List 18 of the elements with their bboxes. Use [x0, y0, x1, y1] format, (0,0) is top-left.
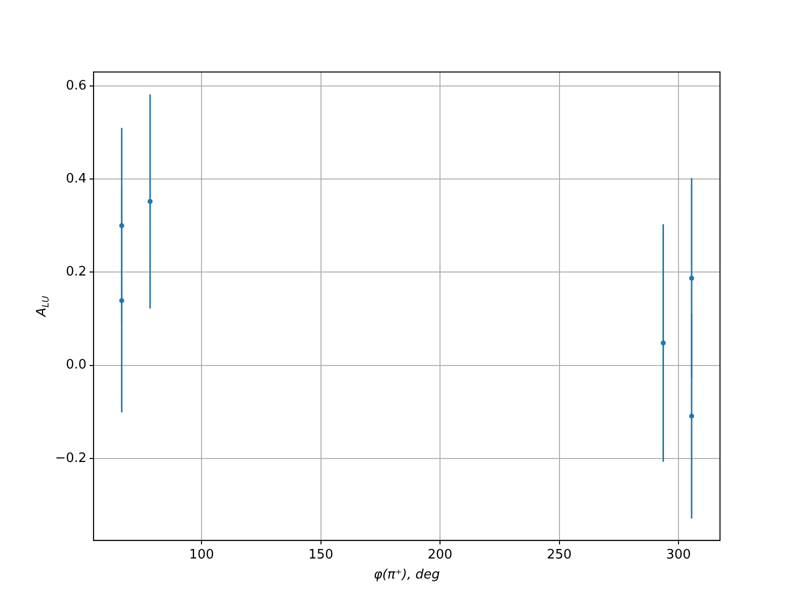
- x-tick-label: 200: [428, 548, 452, 563]
- point: [689, 276, 694, 281]
- y-axis-title: ALU: [34, 296, 52, 318]
- y-tick-label: 0.2: [66, 264, 87, 280]
- y-tick-label: 0.4: [66, 171, 87, 186]
- point: [689, 414, 694, 419]
- x-tick-label: 250: [546, 548, 572, 563]
- x-tick-label: 150: [308, 548, 334, 563]
- y-tick-label: 0.0: [66, 358, 87, 373]
- y-tick-label: 0.6: [66, 78, 87, 94]
- point: [660, 340, 666, 346]
- x-tick-label: 100: [189, 548, 214, 563]
- y-tick-label: −0.2: [54, 450, 87, 466]
- point: [148, 198, 153, 204]
- x-tick-label: 300: [666, 548, 691, 563]
- point: [119, 298, 124, 304]
- point: [119, 223, 124, 228]
- x-axis-title: φ(π⁺), deg: [374, 567, 440, 582]
